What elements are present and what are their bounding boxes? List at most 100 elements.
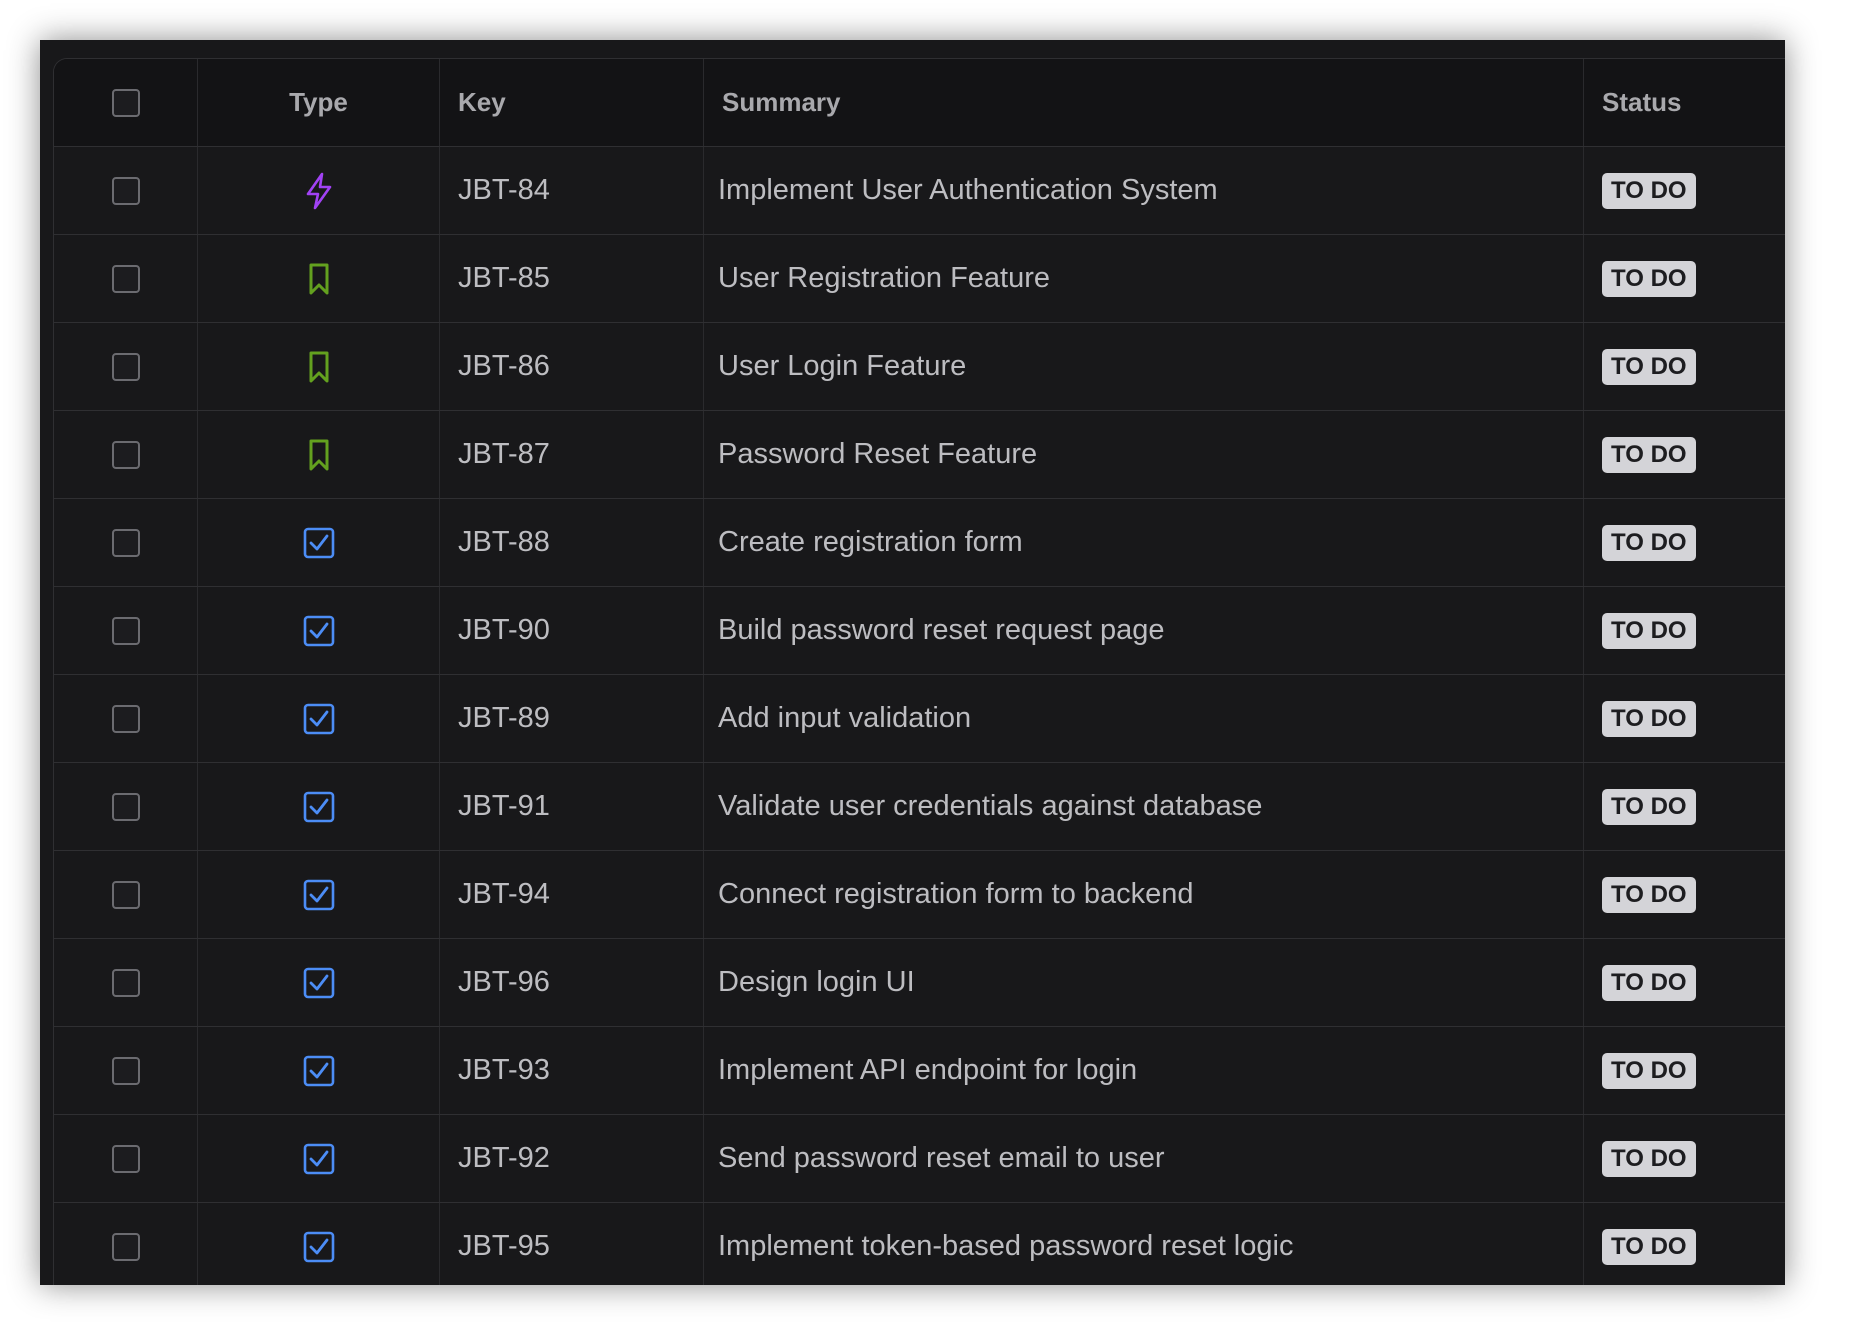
row-checkbox[interactable] bbox=[111, 1056, 140, 1085]
issue-summary[interactable]: Implement User Authentication System bbox=[704, 147, 1584, 234]
issue-key[interactable]: JBT-95 bbox=[440, 1203, 704, 1285]
issue-summary[interactable]: Implement token-based password reset log… bbox=[704, 1203, 1584, 1285]
row-checkbox[interactable] bbox=[111, 352, 140, 381]
type-cell bbox=[198, 1203, 440, 1285]
row-checkbox[interactable] bbox=[111, 440, 140, 469]
type-cell bbox=[198, 235, 440, 322]
issue-key[interactable]: JBT-91 bbox=[440, 763, 704, 850]
status-badge[interactable]: TO DO bbox=[1602, 524, 1696, 561]
row-checkbox[interactable] bbox=[111, 176, 140, 205]
type-cell bbox=[198, 411, 440, 498]
issue-summary[interactable]: User Login Feature bbox=[704, 323, 1584, 410]
row-checkbox[interactable] bbox=[111, 704, 140, 733]
issue-key[interactable]: JBT-92 bbox=[440, 1115, 704, 1202]
issue-key[interactable]: JBT-96 bbox=[440, 939, 704, 1026]
issue-summary[interactable]: Build password reset request page bbox=[704, 587, 1584, 674]
type-cell bbox=[198, 147, 440, 234]
type-cell bbox=[198, 675, 440, 762]
select-cell bbox=[54, 235, 198, 322]
checkbox-task-icon bbox=[303, 1231, 335, 1263]
status-badge[interactable]: TO DO bbox=[1602, 1140, 1696, 1177]
issue-key[interactable]: JBT-89 bbox=[440, 675, 704, 762]
header-type[interactable]: Type bbox=[198, 59, 440, 146]
issue-key[interactable]: JBT-84 bbox=[440, 147, 704, 234]
table-row[interactable]: JBT-90 Build password reset request page… bbox=[54, 587, 1785, 675]
table-row[interactable]: JBT-95 Implement token-based password re… bbox=[54, 1203, 1785, 1285]
table-row[interactable]: JBT-85 User Registration Feature TO DO bbox=[54, 235, 1785, 323]
checkbox-task-icon bbox=[303, 1143, 335, 1175]
issue-summary[interactable]: Send password reset email to user bbox=[704, 1115, 1584, 1202]
issue-summary[interactable]: Connect registration form to backend bbox=[704, 851, 1584, 938]
table-row[interactable]: JBT-87 Password Reset Feature TO DO bbox=[54, 411, 1785, 499]
issue-key[interactable]: JBT-88 bbox=[440, 499, 704, 586]
select-all-checkbox[interactable] bbox=[111, 88, 140, 117]
row-checkbox[interactable] bbox=[111, 528, 140, 557]
issue-summary[interactable]: Design login UI bbox=[704, 939, 1584, 1026]
issue-summary[interactable]: Password Reset Feature bbox=[704, 411, 1584, 498]
issue-table-panel: Type Key Summary Status JBT-84 Implement… bbox=[40, 40, 1785, 1285]
select-cell bbox=[54, 323, 198, 410]
bookmark-icon bbox=[307, 262, 331, 296]
table-row[interactable]: JBT-93 Implement API endpoint for login … bbox=[54, 1027, 1785, 1115]
status-badge[interactable]: TO DO bbox=[1602, 1052, 1696, 1089]
type-cell bbox=[198, 1027, 440, 1114]
table-row[interactable]: JBT-88 Create registration form TO DO bbox=[54, 499, 1785, 587]
select-cell bbox=[54, 939, 198, 1026]
checkbox-task-icon bbox=[303, 967, 335, 999]
table-row[interactable]: JBT-89 Add input validation TO DO bbox=[54, 675, 1785, 763]
issue-summary[interactable]: Create registration form bbox=[704, 499, 1584, 586]
issue-summary[interactable]: Add input validation bbox=[704, 675, 1584, 762]
select-cell bbox=[54, 1115, 198, 1202]
row-checkbox[interactable] bbox=[111, 968, 140, 997]
status-cell: TO DO bbox=[1584, 587, 1785, 674]
table-row[interactable]: JBT-86 User Login Feature TO DO bbox=[54, 323, 1785, 411]
select-cell bbox=[54, 851, 198, 938]
header-status[interactable]: Status bbox=[1602, 87, 1682, 117]
issue-summary[interactable]: User Registration Feature bbox=[704, 235, 1584, 322]
status-badge[interactable]: TO DO bbox=[1602, 260, 1696, 297]
bookmark-icon bbox=[307, 438, 331, 472]
table-row[interactable]: JBT-94 Connect registration form to back… bbox=[54, 851, 1785, 939]
table-row[interactable]: JBT-96 Design login UI TO DO bbox=[54, 939, 1785, 1027]
status-badge[interactable]: TO DO bbox=[1602, 876, 1696, 913]
row-checkbox[interactable] bbox=[111, 264, 140, 293]
issue-key[interactable]: JBT-93 bbox=[440, 1027, 704, 1114]
status-cell: TO DO bbox=[1584, 763, 1785, 850]
issue-key[interactable]: JBT-94 bbox=[440, 851, 704, 938]
select-cell bbox=[54, 675, 198, 762]
issue-key[interactable]: JBT-86 bbox=[440, 323, 704, 410]
table-row[interactable]: JBT-84 Implement User Authentication Sys… bbox=[54, 147, 1785, 235]
row-checkbox[interactable] bbox=[111, 880, 140, 909]
table-row[interactable]: JBT-91 Validate user credentials against… bbox=[54, 763, 1785, 851]
issue-key[interactable]: JBT-90 bbox=[440, 587, 704, 674]
type-cell bbox=[198, 851, 440, 938]
issue-summary[interactable]: Implement API endpoint for login bbox=[704, 1027, 1584, 1114]
row-checkbox[interactable] bbox=[111, 1232, 140, 1261]
issue-key[interactable]: JBT-87 bbox=[440, 411, 704, 498]
select-cell bbox=[54, 587, 198, 674]
row-checkbox[interactable] bbox=[111, 616, 140, 645]
status-badge[interactable]: TO DO bbox=[1602, 612, 1696, 649]
issue-key[interactable]: JBT-85 bbox=[440, 235, 704, 322]
select-cell bbox=[54, 499, 198, 586]
status-cell: TO DO bbox=[1584, 147, 1785, 234]
issue-summary[interactable]: Validate user credentials against databa… bbox=[704, 763, 1584, 850]
status-badge[interactable]: TO DO bbox=[1602, 788, 1696, 825]
status-badge[interactable]: TO DO bbox=[1602, 700, 1696, 737]
issue-table: Type Key Summary Status JBT-84 Implement… bbox=[53, 58, 1785, 1285]
type-cell bbox=[198, 499, 440, 586]
bookmark-icon bbox=[307, 350, 331, 384]
checkbox-task-icon bbox=[303, 791, 335, 823]
status-badge[interactable]: TO DO bbox=[1602, 172, 1696, 209]
row-checkbox[interactable] bbox=[111, 1144, 140, 1173]
header-summary[interactable]: Summary bbox=[704, 59, 1584, 146]
status-badge[interactable]: TO DO bbox=[1602, 1228, 1696, 1265]
table-row[interactable]: JBT-92 Send password reset email to user… bbox=[54, 1115, 1785, 1203]
status-badge[interactable]: TO DO bbox=[1602, 964, 1696, 1001]
status-cell: TO DO bbox=[1584, 1115, 1785, 1202]
status-badge[interactable]: TO DO bbox=[1602, 348, 1696, 385]
header-key[interactable]: Key bbox=[440, 59, 704, 146]
status-badge[interactable]: TO DO bbox=[1602, 436, 1696, 473]
row-checkbox[interactable] bbox=[111, 792, 140, 821]
status-cell: TO DO bbox=[1584, 499, 1785, 586]
